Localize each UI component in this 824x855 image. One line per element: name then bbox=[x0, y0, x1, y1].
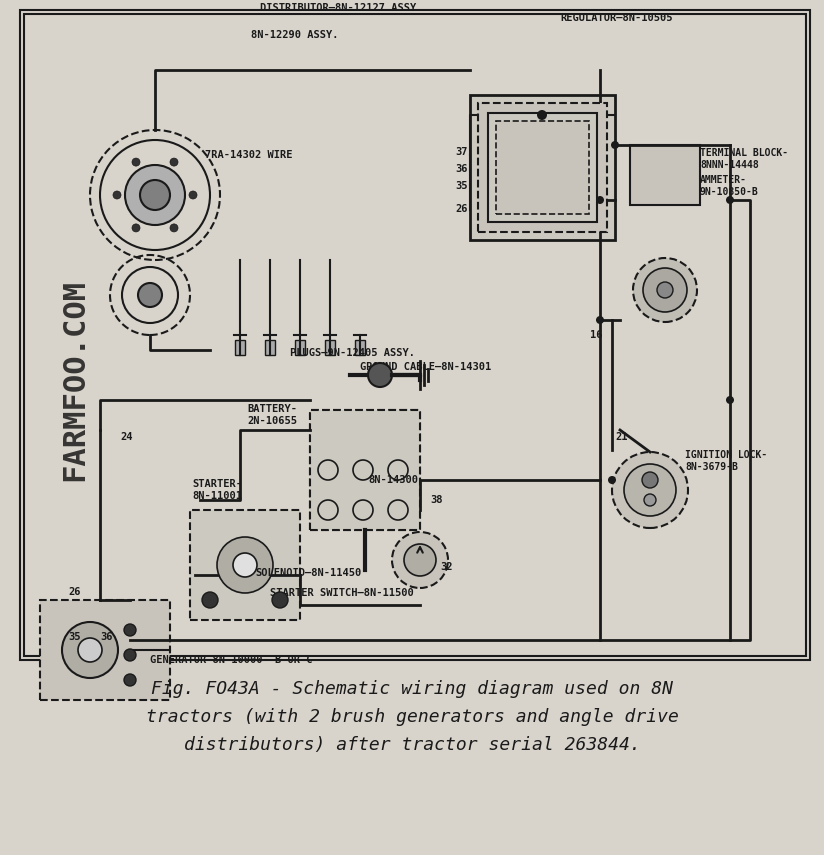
Circle shape bbox=[132, 224, 140, 232]
Text: 35: 35 bbox=[68, 632, 81, 642]
Circle shape bbox=[726, 396, 734, 404]
Circle shape bbox=[272, 592, 288, 608]
Text: FARMFOO.COM: FARMFOO.COM bbox=[60, 279, 90, 481]
Text: Fig. FO43A - Schematic wiring diagram used on 8N: Fig. FO43A - Schematic wiring diagram us… bbox=[151, 680, 673, 698]
Text: GROUND CABLE—8N-14301: GROUND CABLE—8N-14301 bbox=[360, 362, 491, 372]
Bar bbox=[310, 410, 420, 530]
Text: IGNITION LOCK-
8N-3679-B: IGNITION LOCK- 8N-3679-B bbox=[685, 450, 767, 472]
Circle shape bbox=[189, 191, 197, 199]
Bar bbox=[265, 340, 275, 355]
Circle shape bbox=[643, 268, 687, 312]
Bar bbox=[315, 415, 415, 525]
Text: GENERATOR—8N-10000- B OR C: GENERATOR—8N-10000- B OR C bbox=[150, 655, 312, 665]
Circle shape bbox=[657, 282, 673, 298]
Circle shape bbox=[611, 141, 619, 149]
Text: 36: 36 bbox=[100, 632, 113, 642]
Bar bbox=[235, 340, 245, 355]
Circle shape bbox=[217, 537, 273, 593]
Bar bbox=[478, 103, 607, 232]
Text: SOLENOID—8N-11450: SOLENOID—8N-11450 bbox=[255, 568, 361, 578]
Circle shape bbox=[537, 110, 547, 120]
Circle shape bbox=[125, 165, 185, 225]
Bar bbox=[470, 95, 615, 240]
Text: TERMINAL BLOCK-
8NNN-14448: TERMINAL BLOCK- 8NNN-14448 bbox=[700, 148, 788, 169]
Text: STARTER SWITCH—8N-11500: STARTER SWITCH—8N-11500 bbox=[270, 588, 414, 598]
Text: 24: 24 bbox=[120, 432, 133, 442]
Bar bbox=[355, 340, 365, 355]
Circle shape bbox=[140, 180, 170, 210]
Text: STARTER-
8N-11001: STARTER- 8N-11001 bbox=[192, 479, 242, 501]
Circle shape bbox=[612, 452, 688, 528]
Text: 36: 36 bbox=[455, 164, 467, 174]
Text: distributors) after tractor serial 263844.: distributors) after tractor serial 26384… bbox=[184, 736, 640, 754]
Circle shape bbox=[596, 316, 604, 324]
Circle shape bbox=[78, 638, 102, 662]
Text: 26: 26 bbox=[455, 204, 467, 214]
Text: 32: 32 bbox=[440, 562, 452, 572]
Circle shape bbox=[633, 258, 697, 322]
Text: 38: 38 bbox=[430, 495, 442, 505]
Text: 35: 35 bbox=[455, 181, 467, 191]
Circle shape bbox=[113, 191, 121, 199]
Circle shape bbox=[404, 544, 436, 576]
Bar bbox=[40, 600, 170, 700]
Circle shape bbox=[642, 472, 658, 488]
Text: 16: 16 bbox=[590, 330, 602, 340]
Circle shape bbox=[596, 196, 604, 204]
Text: 37: 37 bbox=[455, 147, 467, 157]
Bar bbox=[488, 113, 597, 222]
Circle shape bbox=[644, 494, 656, 506]
Circle shape bbox=[368, 363, 392, 387]
Bar bbox=[190, 510, 300, 620]
Circle shape bbox=[608, 476, 616, 484]
Circle shape bbox=[138, 283, 162, 307]
Text: 8N-14300: 8N-14300 bbox=[368, 475, 418, 485]
Circle shape bbox=[170, 224, 178, 232]
Text: 26: 26 bbox=[68, 587, 81, 597]
Bar bbox=[310, 410, 420, 530]
Circle shape bbox=[124, 624, 136, 636]
Circle shape bbox=[124, 674, 136, 686]
Text: 21: 21 bbox=[615, 432, 628, 442]
Bar bbox=[496, 121, 589, 214]
Text: AMMETER-
9N-10850-B: AMMETER- 9N-10850-B bbox=[700, 175, 759, 197]
Text: PLUGS—9N-12405 ASSY.: PLUGS—9N-12405 ASSY. bbox=[290, 348, 415, 358]
Bar bbox=[295, 340, 305, 355]
Circle shape bbox=[132, 158, 140, 166]
Text: REGULATOR—8N-10505: REGULATOR—8N-10505 bbox=[560, 13, 672, 23]
Text: DISTRIBUTOR—8N-12127 ASSY.: DISTRIBUTOR—8N-12127 ASSY. bbox=[260, 3, 423, 13]
Text: 8N-12290 ASSY.: 8N-12290 ASSY. bbox=[251, 30, 339, 40]
Circle shape bbox=[170, 158, 178, 166]
Text: BATTERY-
2N-10655: BATTERY- 2N-10655 bbox=[247, 404, 297, 426]
Circle shape bbox=[124, 649, 136, 661]
Circle shape bbox=[233, 553, 257, 577]
Circle shape bbox=[202, 592, 218, 608]
Bar bbox=[630, 145, 700, 205]
Bar bbox=[325, 340, 335, 355]
Text: 7RA-14302 WIRE: 7RA-14302 WIRE bbox=[205, 150, 293, 160]
Circle shape bbox=[726, 196, 734, 204]
Text: tractors (with 2 brush generators and angle drive: tractors (with 2 brush generators and an… bbox=[146, 708, 678, 726]
Circle shape bbox=[624, 464, 676, 516]
Circle shape bbox=[62, 622, 118, 678]
Circle shape bbox=[392, 532, 448, 588]
